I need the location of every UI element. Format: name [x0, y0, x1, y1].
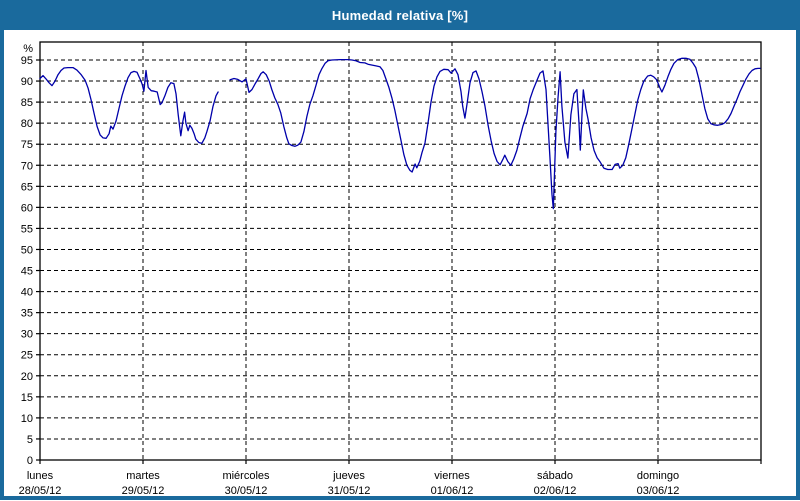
page-title: Humedad relativa [%] — [332, 8, 468, 23]
x-day-date: 28/05/12 — [19, 485, 62, 496]
x-day-date: 03/06/12 — [637, 485, 680, 496]
y-tick-label: 50 — [21, 244, 33, 256]
y-tick-label: 15 — [21, 392, 33, 404]
y-tick-label: 30 — [21, 329, 33, 341]
x-day-date: 02/06/12 — [534, 485, 577, 496]
title-bar: Humedad relativa [%] — [0, 0, 800, 30]
x-day-name: martes — [126, 470, 160, 482]
y-tick-label: 20 — [21, 371, 33, 383]
x-day-name: jueves — [332, 470, 365, 482]
y-tick-label: 45 — [21, 266, 33, 278]
y-tick-label: 10 — [21, 413, 33, 425]
y-tick-label: 60 — [21, 202, 33, 214]
x-day-name: lunes — [27, 470, 54, 482]
y-tick-label: 70 — [21, 160, 33, 172]
y-gridlines — [40, 60, 761, 439]
y-tick-label: 25 — [21, 350, 33, 362]
x-day-date: 01/06/12 — [431, 485, 474, 496]
y-unit-label: % — [23, 43, 33, 55]
y-tick-label: 95 — [21, 55, 33, 67]
x-day-name: miércoles — [222, 470, 270, 482]
tick-marks — [36, 60, 761, 464]
y-tick-label: 90 — [21, 76, 33, 88]
plot-svg: 0 5 10 15 20 25 30 35 40 45 50 55 60 65 70 75 80 85 90 95% l… — [4, 30, 796, 496]
x-day-name: viernes — [434, 470, 470, 482]
x-day-labels: lunes 28/05/12 martes 29/05/12 miércoles 30/0… — [19, 470, 680, 496]
y-tick-labels: 0 5 10 15 20 25 30 35 40 45 50 55 60 65 70 75 80 85 90 95% — [21, 43, 33, 467]
x-day-name: domingo — [637, 470, 679, 482]
y-tick-label: 80 — [21, 118, 33, 130]
x-day-date: 30/05/12 — [225, 485, 268, 496]
y-tick-label: 35 — [21, 308, 33, 320]
x-day-date: 31/05/12 — [328, 485, 371, 496]
y-tick-label: 85 — [21, 97, 33, 109]
y-tick-label: 75 — [21, 139, 33, 151]
y-tick-label: 0 — [27, 455, 33, 467]
chart-container: 0 5 10 15 20 25 30 35 40 45 50 55 60 65 70 75 80 85 90 95% l… — [4, 30, 796, 496]
y-tick-label: 40 — [21, 287, 33, 299]
y-tick-label: 55 — [21, 223, 33, 235]
x-day-name: sábado — [537, 470, 573, 482]
x-day-date: 29/05/12 — [122, 485, 165, 496]
y-tick-label: 65 — [21, 181, 33, 193]
y-tick-label: 5 — [27, 434, 33, 446]
